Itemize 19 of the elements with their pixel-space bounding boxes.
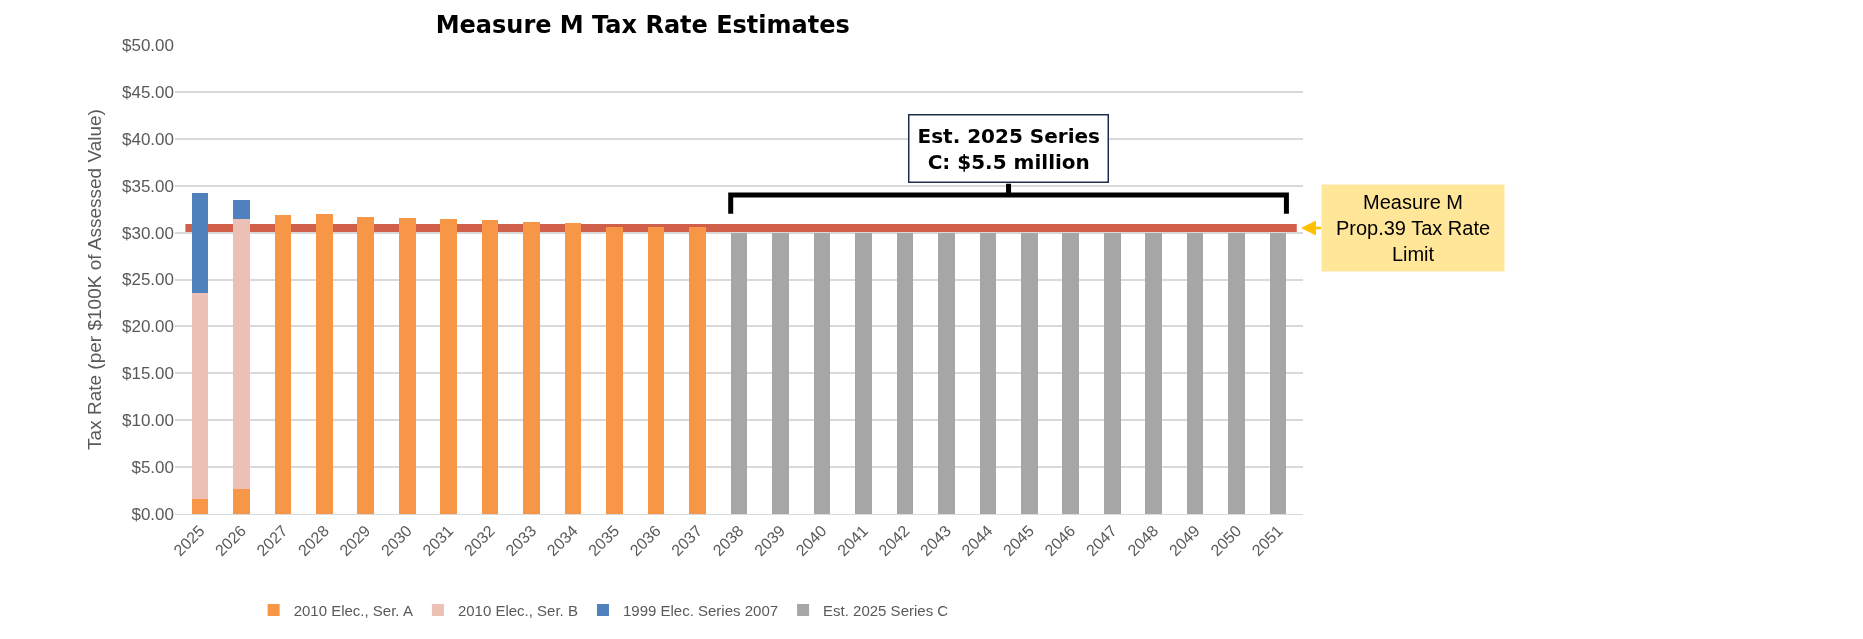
annotation: Est. 2025 Series C: $5.5 million (917, 123, 1100, 174)
chart-title: Measure M Tax Rate Estimates (435, 10, 850, 39)
ref-line-label: Measure M Prop.39 Tax Rate Limit (1335, 191, 1491, 265)
y-axis-title: Tax Rate (per $100K of Assessed Value) (83, 109, 105, 450)
y-tick-label: $10.00 (122, 411, 174, 431)
y-tick-label: $35.00 (122, 176, 174, 196)
y-tick-label: $30.00 (122, 223, 174, 243)
y-tick-label: $50.00 (122, 35, 174, 55)
legend-label: 1999 Elec. Series 2007 (622, 601, 779, 619)
y-tick-label: $45.00 (122, 82, 174, 102)
y-tick-label: $40.00 (122, 129, 174, 149)
y-tick-label: $20.00 (122, 317, 174, 337)
y-tick-label: $5.00 (131, 458, 174, 478)
legend-label: 2010 Elec., Ser. B (457, 601, 578, 619)
legend-label: Est. 2025 Series C (823, 601, 949, 619)
y-tick-label: $25.00 (122, 270, 174, 290)
y-tick-label: $0.00 (131, 504, 174, 524)
y-tick-label: $15.00 (122, 364, 174, 384)
legend-label: 2010 Elec., Ser. A (293, 601, 413, 619)
